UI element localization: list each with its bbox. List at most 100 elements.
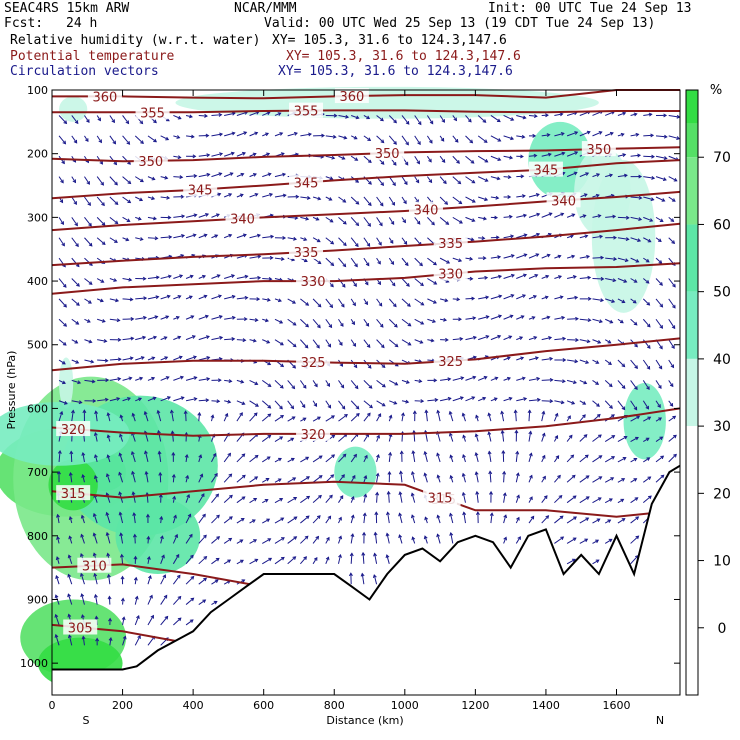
wind-vector <box>374 532 378 544</box>
wind-vector-head <box>515 472 520 477</box>
wind-vector <box>452 298 460 301</box>
wind-vector <box>414 339 423 344</box>
wind-vector-head <box>401 412 405 417</box>
wind-vector <box>262 456 271 463</box>
wind-vector-head <box>623 279 628 283</box>
wind-vector-head <box>405 141 409 146</box>
wind-vector <box>198 114 208 117</box>
wind-vector-head <box>600 255 605 260</box>
wind-vector-head <box>673 178 678 182</box>
wind-vector <box>363 413 371 422</box>
wind-vector <box>490 377 498 381</box>
wind-vector <box>236 275 248 279</box>
wind-vector-head <box>385 554 390 559</box>
wind-vector-head <box>290 457 295 462</box>
wind-vector <box>211 473 218 483</box>
wind-vector <box>338 414 348 422</box>
wind-vector <box>490 115 501 122</box>
wind-vector-head <box>302 417 307 422</box>
wind-vector-head <box>388 414 393 419</box>
wind-vector-head <box>560 400 565 405</box>
wind-vector-head <box>513 409 518 414</box>
wind-vector-head <box>239 193 244 198</box>
wind-vector <box>147 336 157 341</box>
wind-vector <box>338 495 344 503</box>
wind-vector-head <box>423 535 428 540</box>
wind-vector <box>58 135 66 145</box>
wind-vector <box>210 415 214 422</box>
wind-vector <box>287 516 297 524</box>
south-label: S <box>83 714 90 727</box>
wind-vector-head <box>228 193 233 197</box>
wind-vector-head <box>522 115 527 120</box>
wind-vector-head <box>132 533 137 538</box>
wind-vector-head <box>360 572 365 577</box>
wind-vector-head <box>67 593 71 598</box>
wind-vector <box>135 377 143 381</box>
wind-vector-head <box>636 415 641 420</box>
wind-vector <box>185 411 187 422</box>
wind-vector-head <box>177 595 182 600</box>
theta-label-bg <box>334 88 369 104</box>
wind-vector <box>96 115 101 121</box>
wind-vector <box>389 400 397 405</box>
wind-vector-head <box>277 298 282 303</box>
theta-label-bg <box>408 201 443 217</box>
wind-vector-head <box>596 413 601 418</box>
wind-vector <box>528 336 537 341</box>
wind-vector-head <box>515 450 520 455</box>
wind-vector-head <box>88 300 92 304</box>
wind-vector <box>55 634 60 646</box>
wind-vector-head <box>353 453 357 458</box>
wind-vector-head <box>622 457 627 461</box>
wind-vector <box>388 339 399 348</box>
wind-vector <box>449 513 454 524</box>
wind-vector <box>119 434 124 442</box>
wind-vector-head <box>114 239 118 243</box>
wind-vector-head <box>613 257 618 261</box>
wind-vector <box>249 111 259 116</box>
wind-vector-head <box>458 258 463 263</box>
wind-vector-head <box>600 276 605 281</box>
wind-vector <box>592 214 601 218</box>
wind-vector-head <box>373 552 377 557</box>
wind-vector-head <box>144 470 149 475</box>
wind-vector <box>361 573 365 585</box>
wind-vector <box>172 474 175 483</box>
wind-vector <box>528 295 537 300</box>
wind-vector <box>172 554 180 565</box>
wind-vector <box>134 615 140 626</box>
wind-vector-head <box>554 412 559 417</box>
wind-vector <box>84 379 95 383</box>
wind-vector <box>414 115 422 125</box>
wind-vector-head <box>523 213 528 218</box>
wind-vector-head <box>424 516 429 521</box>
wind-vector <box>388 415 392 422</box>
wind-vector <box>69 516 73 524</box>
wind-vector <box>604 435 615 442</box>
wind-vector <box>489 471 492 483</box>
wind-vector-head <box>406 283 410 287</box>
wind-vector-head <box>63 120 68 125</box>
wind-vector <box>642 380 650 390</box>
wind-vector-head <box>303 237 308 241</box>
wind-vector-head <box>117 337 122 342</box>
wind-vector-head <box>174 533 179 538</box>
wind-vector <box>300 417 306 422</box>
wind-vector-head <box>134 595 139 600</box>
wind-vector-head <box>470 237 475 242</box>
wind-vector <box>249 412 258 422</box>
wind-vector-head <box>509 155 514 160</box>
wind-vector-head <box>224 412 229 417</box>
wind-vector <box>668 339 675 349</box>
wind-vector-head <box>189 619 194 623</box>
wind-vector <box>262 298 271 301</box>
wind-vector <box>541 153 552 157</box>
wind-vector-head <box>131 470 135 475</box>
wind-vector <box>655 135 667 138</box>
wind-vector-head <box>214 472 218 477</box>
wind-vector-head <box>635 132 640 137</box>
wind-vector-head <box>402 219 406 224</box>
wind-vector <box>135 297 147 300</box>
wind-vector-head <box>67 613 72 618</box>
